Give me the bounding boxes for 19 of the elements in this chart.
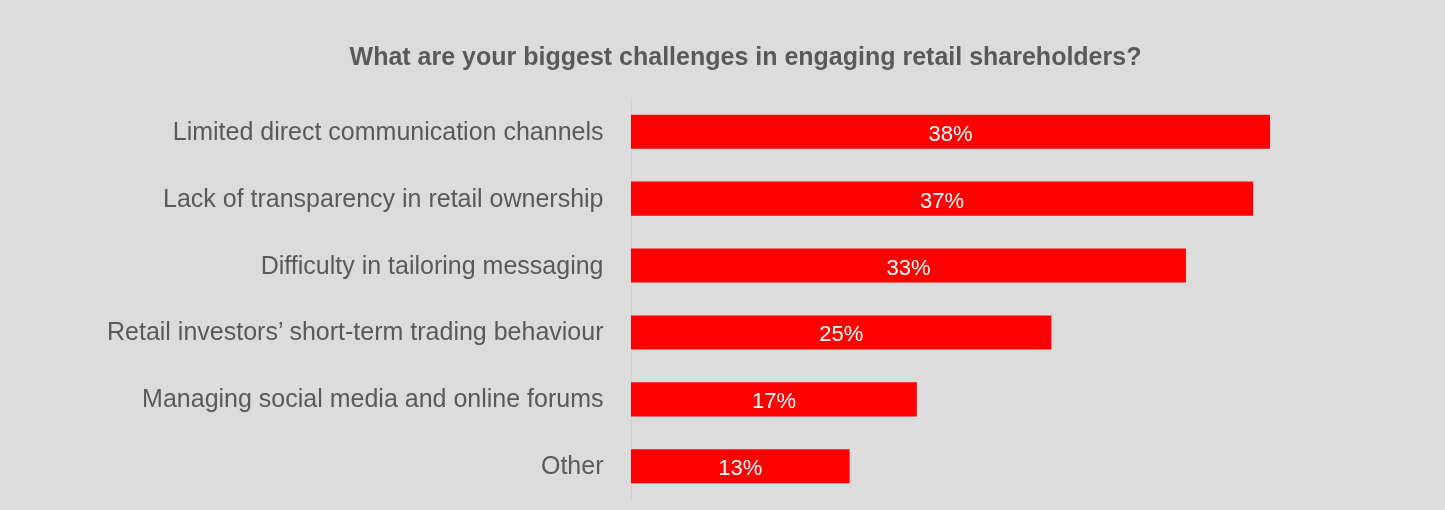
y-tick-label: Limited direct communication channels (172, 116, 604, 145)
y-tick-label: Other (540, 451, 604, 480)
bar (631, 315, 1052, 350)
chart-title: What are your biggest challenges in engaging retail shareholders? (349, 42, 1142, 70)
data-label: 38% (928, 120, 973, 146)
y-tick-label: Retail investors’ short-term trading behaviour (106, 317, 604, 346)
bar (631, 449, 850, 484)
y-tick-label: Difficulty in tailoring messaging (260, 250, 604, 279)
data-label: 37% (920, 187, 965, 213)
bar (631, 248, 1186, 283)
y-tick-label: Lack of transparency in retail ownership (162, 183, 604, 212)
bar (631, 114, 1270, 149)
bar (631, 181, 1254, 216)
bar (631, 382, 917, 417)
data-label: 13% (718, 455, 763, 481)
data-label: 33% (886, 254, 931, 280)
data-label: 25% (819, 321, 864, 347)
y-tick-label: Managing social media and online forums (142, 384, 604, 413)
data-label: 17% (751, 388, 796, 414)
